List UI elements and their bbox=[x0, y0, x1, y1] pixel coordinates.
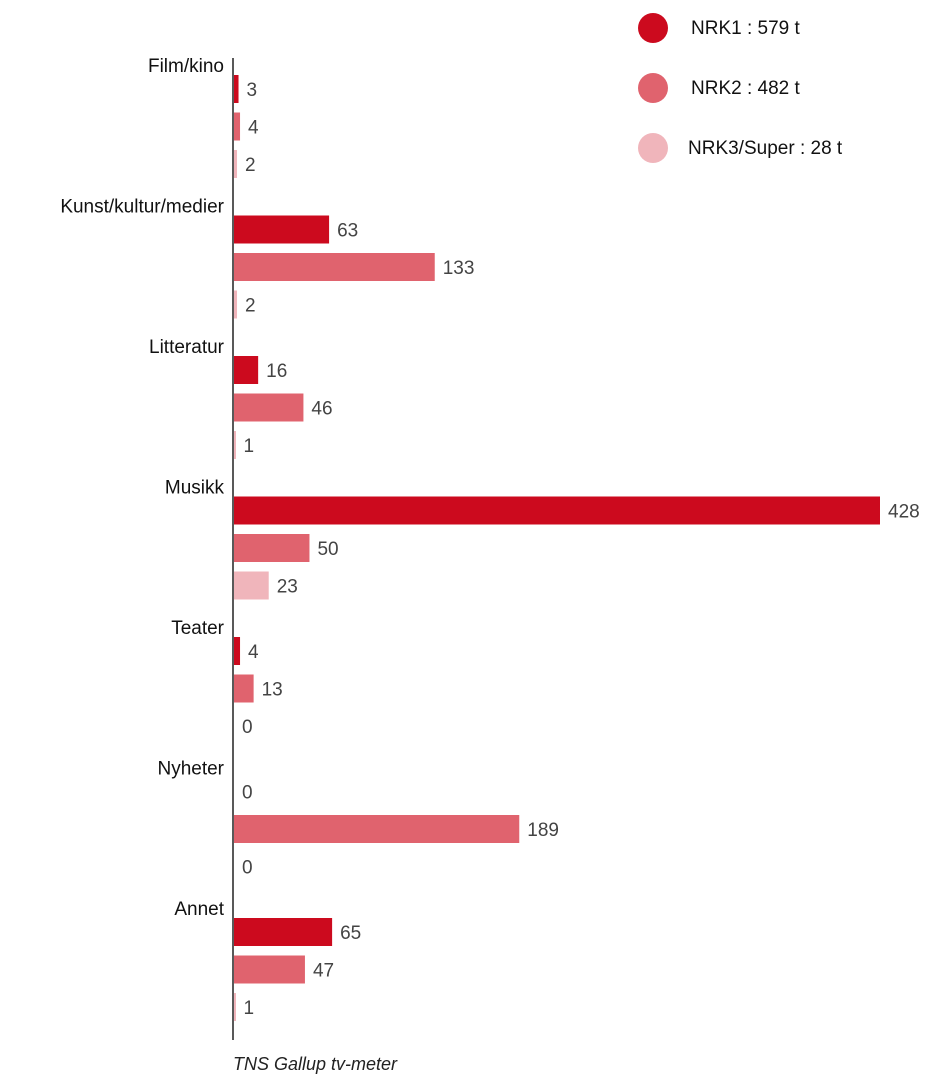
category-label: Annet bbox=[174, 899, 224, 920]
data-label: 0 bbox=[242, 858, 253, 879]
legend-swatch bbox=[638, 133, 668, 163]
data-label: 65 bbox=[340, 923, 361, 944]
legend: NRK1 : 579 t NRK2 : 482 t NRK3/Super : 28 … bbox=[638, 13, 843, 163]
legend-swatch bbox=[638, 73, 668, 103]
category-label: Nyheter bbox=[157, 759, 224, 780]
data-label: 1 bbox=[244, 998, 255, 1019]
data-label: 23 bbox=[277, 577, 298, 598]
bar bbox=[234, 815, 520, 843]
data-label: 0 bbox=[242, 783, 253, 804]
data-label: 4 bbox=[248, 642, 259, 663]
data-label: 50 bbox=[317, 539, 338, 560]
bar bbox=[234, 534, 310, 562]
bar bbox=[234, 356, 259, 384]
legend-label: NRK1 : 579 t bbox=[691, 18, 800, 39]
data-label: 46 bbox=[311, 399, 332, 420]
bar bbox=[234, 918, 333, 946]
bar bbox=[234, 215, 330, 244]
data-label: 47 bbox=[313, 961, 334, 982]
bar bbox=[234, 431, 236, 459]
category-label: Film/kino bbox=[148, 56, 224, 77]
legend-swatch bbox=[638, 13, 668, 43]
bar bbox=[234, 290, 238, 319]
source-note: TNS Gallup tv-meter bbox=[233, 1054, 398, 1074]
bar bbox=[234, 674, 254, 703]
bar bbox=[234, 571, 269, 600]
data-label: 16 bbox=[266, 361, 287, 382]
bar bbox=[234, 253, 435, 281]
bar bbox=[234, 955, 305, 984]
data-label: 0 bbox=[242, 717, 253, 738]
bar bbox=[234, 393, 304, 422]
bar bbox=[234, 637, 241, 665]
data-label: 1 bbox=[244, 436, 255, 457]
bar bbox=[234, 112, 241, 141]
category-label: Kunst/kultur/medier bbox=[60, 197, 224, 218]
legend-label: NRK3/Super : 28 t bbox=[688, 138, 843, 159]
data-label: 189 bbox=[527, 820, 559, 841]
data-label: 13 bbox=[262, 680, 283, 701]
bar bbox=[234, 993, 236, 1021]
bars: Film/kino 3 4 2 Kunst/kultur/medier 63 133 2 Lit… bbox=[60, 56, 920, 1021]
category-label: Teater bbox=[171, 618, 224, 639]
data-label: 133 bbox=[443, 258, 475, 279]
data-label: 63 bbox=[337, 221, 358, 242]
data-label: 4 bbox=[248, 118, 259, 139]
bar bbox=[234, 496, 880, 525]
bar bbox=[234, 150, 238, 178]
legend-label: NRK2 : 482 t bbox=[691, 78, 800, 99]
bar bbox=[234, 75, 239, 103]
data-label: 3 bbox=[247, 80, 258, 101]
category-label: Musikk bbox=[165, 478, 225, 499]
data-label: 428 bbox=[888, 502, 920, 523]
data-label: 2 bbox=[245, 296, 256, 317]
data-label: 2 bbox=[245, 155, 256, 176]
category-label: Litteratur bbox=[149, 337, 225, 358]
